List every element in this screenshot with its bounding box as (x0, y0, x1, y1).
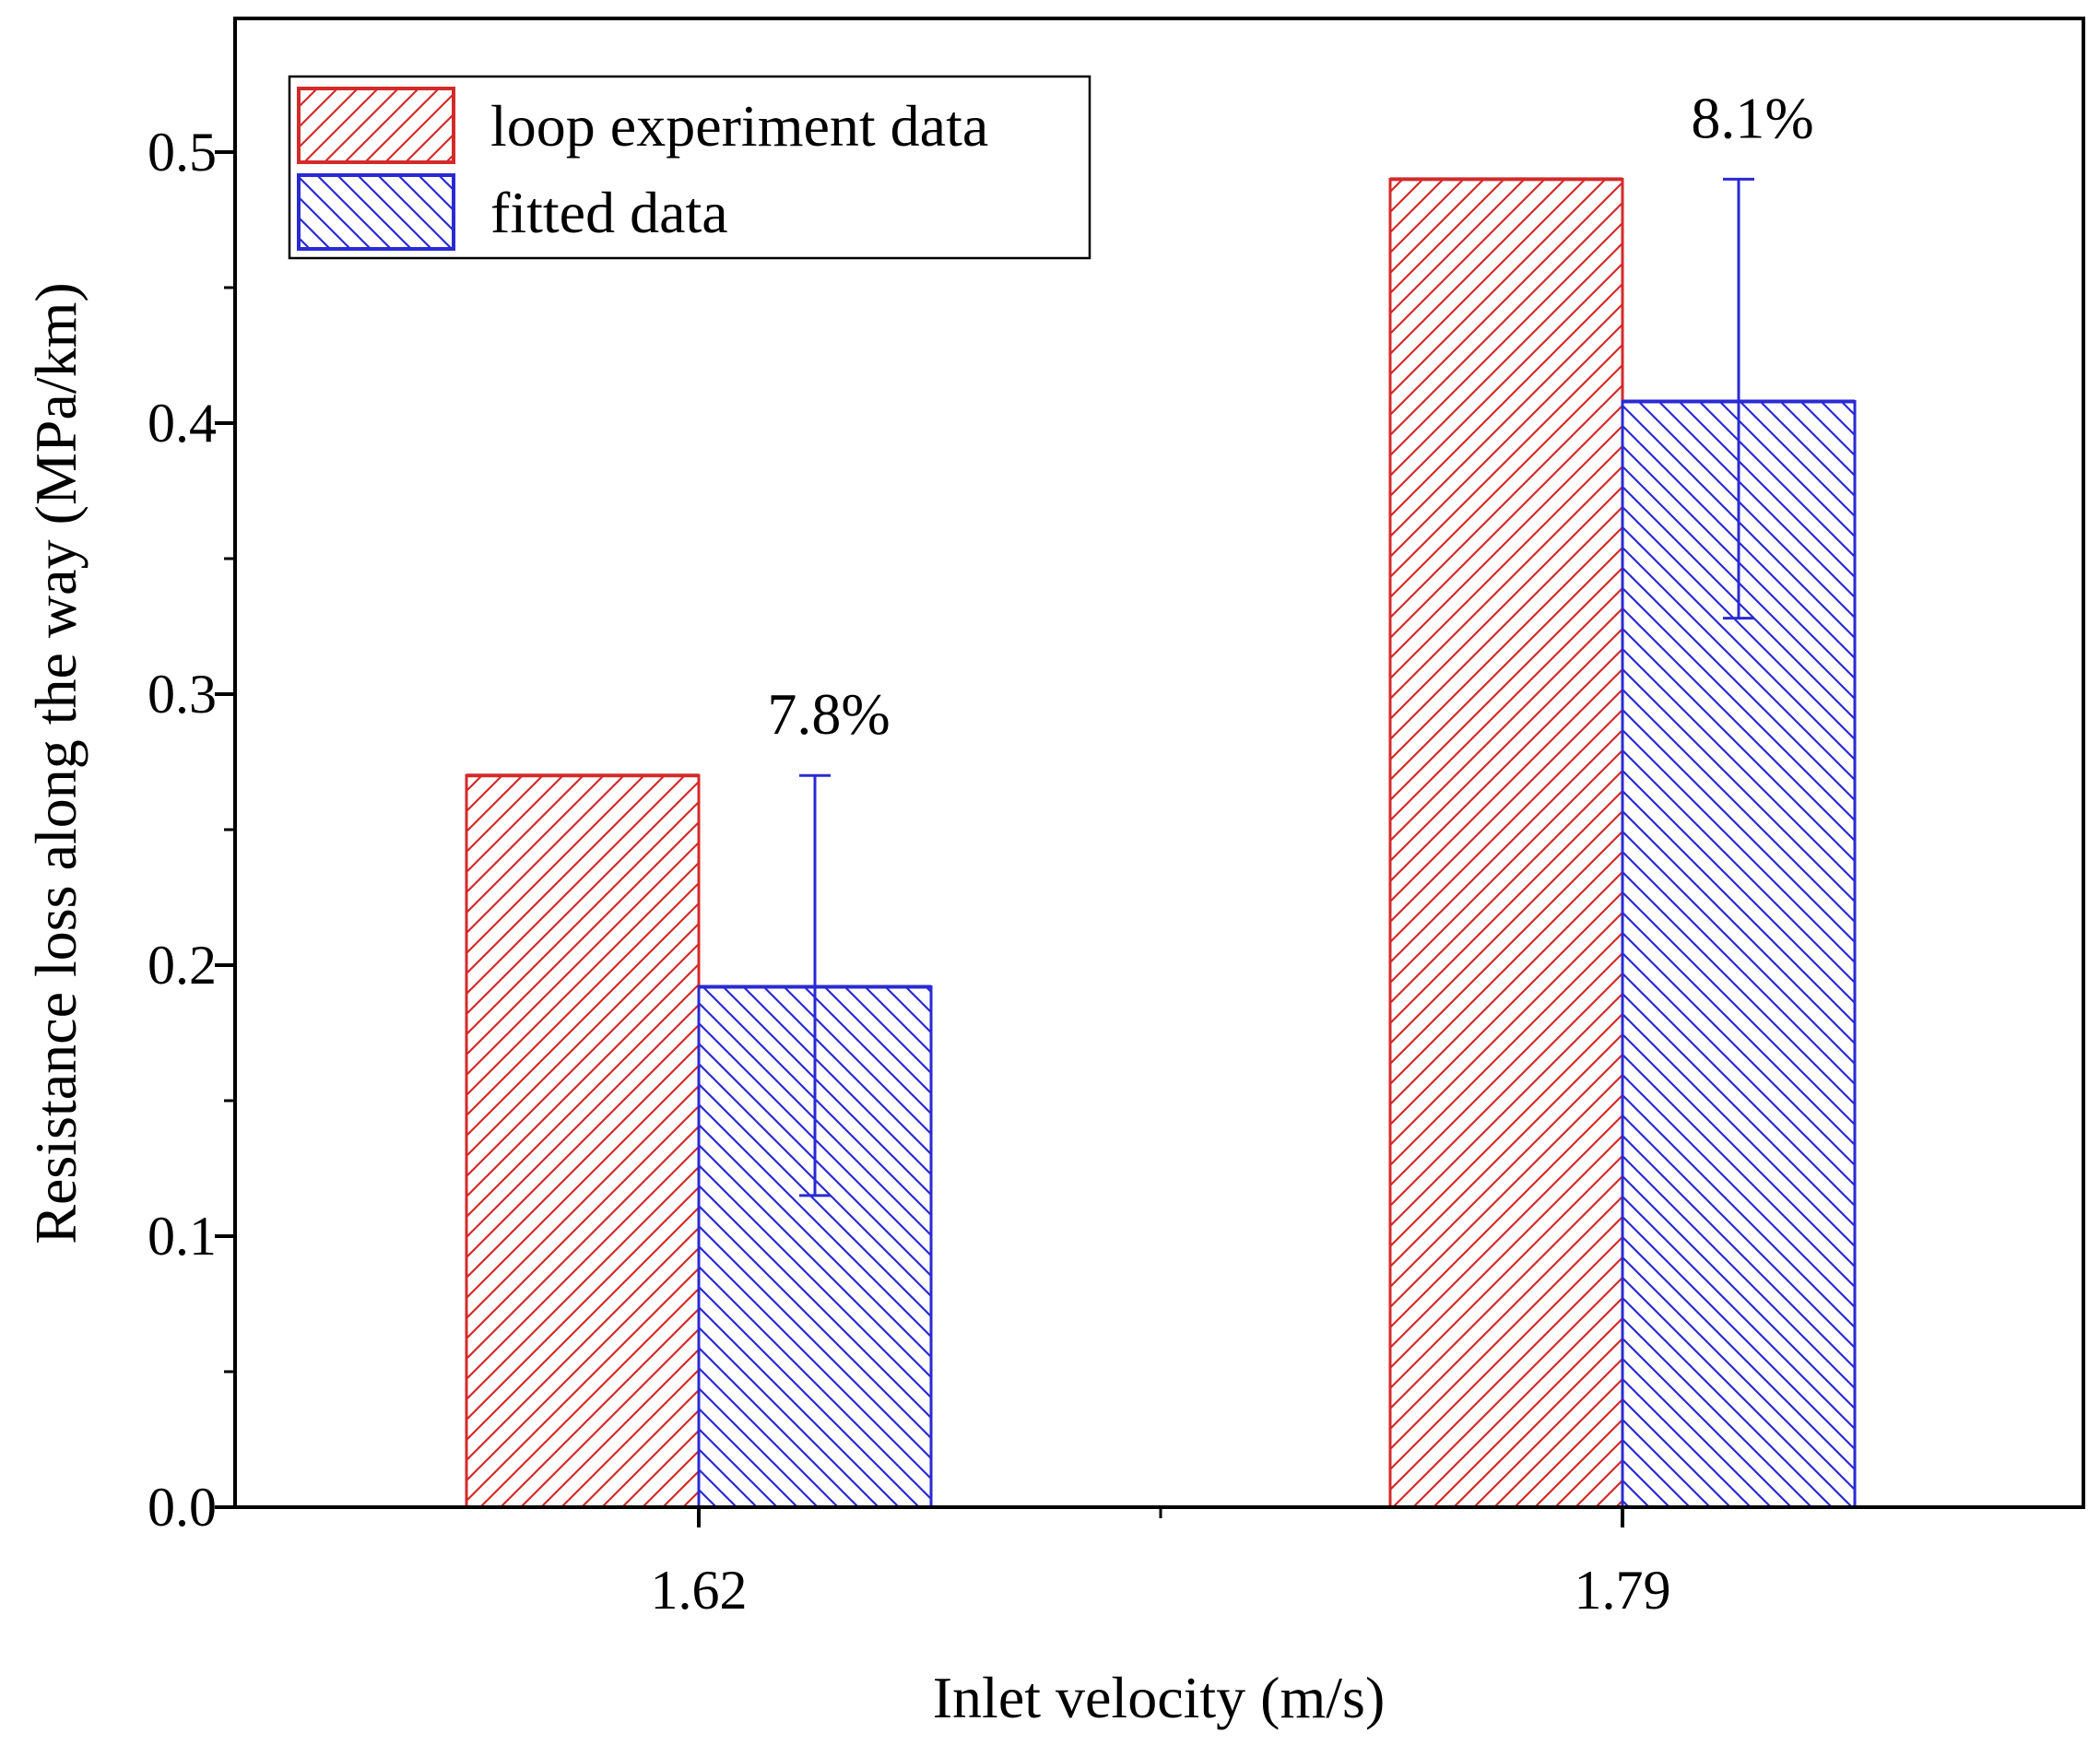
annotation-8-1pct: 8.1% (1691, 85, 1813, 150)
y-tick-label-1: 0.1 (147, 1206, 217, 1267)
legend-swatch-fitted-data (297, 173, 455, 251)
legend-label-fitted-data: fitted data (490, 180, 728, 245)
y-tick-label-2: 0.2 (147, 935, 217, 996)
bar-loop-experiment-data-1.79 (1388, 177, 1624, 1509)
bars-layer (465, 177, 1857, 1509)
x-tick-label-1.79: 1.79 (1575, 1560, 1671, 1621)
error-bars-layer (799, 177, 1754, 1197)
legend-label-loop-experiment-data: loop experiment data (490, 93, 988, 159)
annotations-layer: 7.8% 8.1% (767, 85, 1813, 747)
y-tick-label-4: 0.4 (147, 393, 217, 454)
legend: loop experiment data fitted data (288, 75, 1091, 260)
ticks-layer (215, 150, 1624, 1527)
y-tick-label-5: 0.5 (147, 122, 217, 183)
y-tick-label-0: 0.0 (147, 1477, 217, 1538)
y-axis-title: Resistance loss along the way (MPa/km) (23, 282, 88, 1244)
bar-loop-experiment-data-1.62 (465, 773, 701, 1509)
legend-swatch-loop-experiment-data (297, 87, 455, 164)
x-axis-title: Inlet velocity (m/s) (933, 1665, 1386, 1730)
annotation-7-8pct: 7.8% (767, 681, 890, 747)
tick-labels-layer: 0.0 0.1 0.2 0.3 0.4 0.5 1.62 1.79 (147, 122, 1671, 1621)
x-tick-label-1.62: 1.62 (651, 1560, 748, 1621)
y-tick-label-3: 0.3 (147, 664, 217, 725)
